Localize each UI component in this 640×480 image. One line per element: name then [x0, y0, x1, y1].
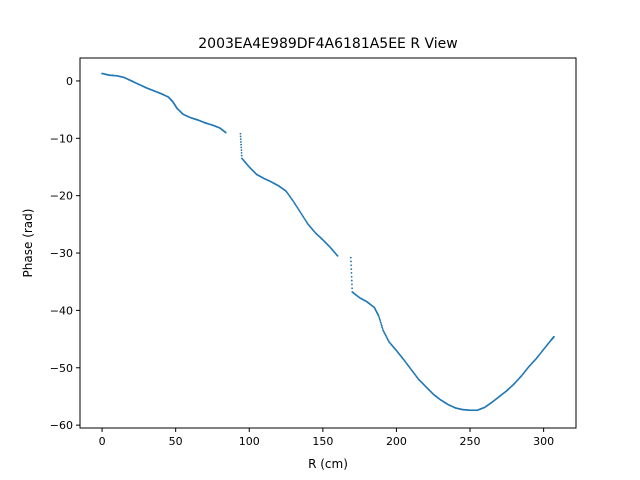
data-point [240, 143, 242, 146]
plot-background [80, 58, 576, 428]
data-point [350, 268, 353, 270]
data-point [239, 135, 242, 138]
data-point [351, 287, 354, 290]
data-point [336, 255, 339, 257]
y-tick-label: −40 [50, 304, 73, 317]
data-point [296, 206, 299, 209]
data-point [350, 275, 353, 278]
data-point [381, 327, 384, 330]
data-point [377, 315, 380, 318]
data-point [301, 214, 304, 217]
data-point [349, 256, 352, 259]
plot-area [80, 58, 576, 428]
data-point [381, 326, 384, 329]
data-point [239, 132, 242, 135]
x-tick-label: 50 [169, 435, 183, 448]
x-tick-label: 250 [460, 435, 481, 448]
data-point [292, 200, 295, 203]
x-tick-label: 0 [99, 435, 106, 448]
y-axis: 0 −10 −20 −30 −40 −50 −60 [50, 75, 80, 432]
x-tick-label: 100 [239, 435, 260, 448]
y-tick-label: 0 [66, 75, 73, 88]
data-point [378, 316, 381, 319]
x-tick-label: 150 [312, 435, 333, 448]
data-point [350, 260, 352, 263]
data-point [240, 152, 243, 154]
data-point [380, 324, 383, 327]
data-point [306, 222, 309, 224]
chart-title: 2003EA4E989DF4A6181A5EE R View [198, 36, 458, 52]
data-point [303, 217, 305, 219]
data-point [239, 138, 242, 141]
data-point [299, 211, 302, 214]
data-point [294, 203, 296, 205]
x-axis-label: R (cm) [308, 457, 348, 471]
data-point [224, 131, 227, 134]
data-point [298, 209, 301, 212]
data-point [350, 264, 353, 267]
x-axis: 0 50 100 150 200 250 300 [99, 428, 554, 448]
data-point [350, 272, 353, 274]
x-tick-label: 300 [533, 435, 554, 448]
data-points-layer [101, 72, 555, 412]
data-point [553, 335, 555, 338]
data-point [350, 279, 353, 282]
y-tick-label: −50 [50, 362, 73, 375]
data-point [240, 146, 243, 149]
data-point [351, 283, 353, 286]
data-point [240, 141, 242, 143]
x-tick-label: 200 [386, 435, 407, 448]
plot-frame [79, 57, 577, 429]
data-point [304, 219, 307, 222]
data-point [240, 149, 243, 152]
data-point [379, 320, 382, 322]
y-tick-label: −30 [50, 247, 73, 260]
data-point [379, 321, 382, 324]
data-point [240, 154, 243, 157]
y-tick-label: −60 [50, 419, 73, 432]
y-axis-label: Phase (rad) [21, 209, 35, 278]
data-point [378, 318, 381, 321]
y-tick-label: −20 [50, 190, 73, 203]
data-point [380, 323, 383, 326]
y-tick-label: −10 [50, 132, 73, 145]
